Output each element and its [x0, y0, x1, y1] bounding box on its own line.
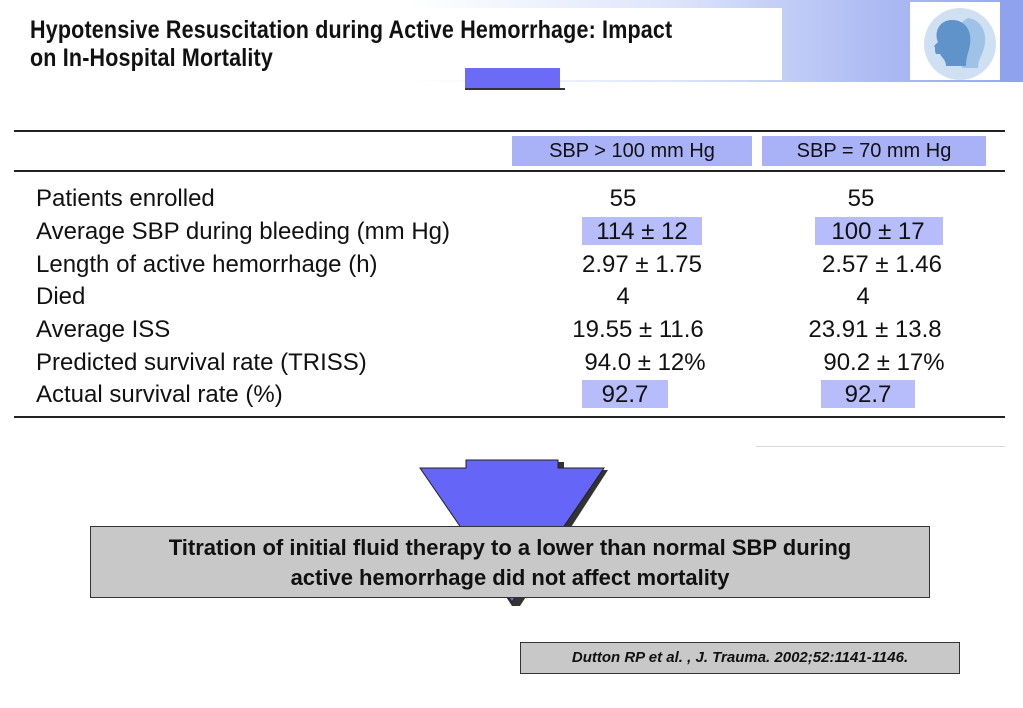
table-cell: 2.57 ± 1.46 — [822, 251, 942, 278]
table-cell: 55 — [847, 185, 875, 212]
table-cell: 23.91 ± 13.8 — [808, 316, 942, 343]
conclusion-line1: Titration of initial fluid therapy to a … — [168, 535, 852, 560]
table-top-rule — [14, 130, 1005, 132]
table-cell: 100 ± 17 — [831, 218, 925, 245]
table-cell: 4 — [856, 283, 870, 310]
title-box — [22, 8, 782, 80]
conclusion-line2: active hemorrhage did not affect mortali… — [290, 565, 730, 590]
slide-title-line2: on In-Hospital Mortality — [30, 44, 274, 72]
table-cell: 55 — [609, 185, 637, 212]
highlight-survival-100 — [582, 380, 668, 408]
row-label: Patients enrolled — [36, 185, 215, 212]
table-bottom-rule — [14, 416, 1005, 418]
column-header-sbp-70: SBP = 70 mm Hg — [762, 136, 986, 166]
highlight-survival-70 — [821, 380, 915, 408]
row-label: Average ISS — [36, 316, 171, 343]
row-label: Average SBP during bleeding (mm Hg) — [36, 218, 450, 245]
slide-title-line1: Hypotensive Resuscitation during Active … — [30, 16, 673, 44]
table-cell: 94.0 ± 12% — [584, 349, 706, 376]
profile-heads-icon — [924, 8, 996, 80]
row-label: Length of active hemorrhage (h) — [36, 251, 378, 278]
divider-line — [756, 446, 1005, 447]
table-header-rule — [14, 170, 1005, 172]
header-accent-strip — [1000, 0, 1023, 82]
row-label: Predicted survival rate (TRISS) — [36, 349, 367, 376]
table-cell: 92.7 — [844, 381, 892, 408]
table-cell: 114 ± 12 — [596, 218, 688, 245]
table-cell: 2.97 ± 1.75 — [582, 251, 702, 278]
conclusion-box: Titration of initial fluid therapy to a … — [90, 526, 930, 598]
slide-title: Hypotensive Resuscitation during Active … — [30, 16, 684, 72]
table-cell: 92.7 — [601, 381, 649, 408]
table-cell: 90.2 ± 17% — [823, 349, 945, 376]
highlight-sbp-100 — [582, 217, 702, 245]
citation-box: Dutton RP et al. , J. Trauma. 2002;52:11… — [520, 642, 960, 674]
table-cell: 4 — [616, 283, 630, 310]
accent-block-shadow — [465, 88, 565, 90]
row-label: Died — [36, 283, 86, 310]
highlight-sbp-70 — [815, 217, 943, 245]
table-cell: 19.55 ± 11.6 — [572, 316, 704, 343]
column-header-sbp-100: SBP > 100 mm Hg — [512, 136, 752, 166]
row-label: Actual survival rate (%) — [36, 381, 283, 408]
accent-block — [465, 68, 560, 90]
